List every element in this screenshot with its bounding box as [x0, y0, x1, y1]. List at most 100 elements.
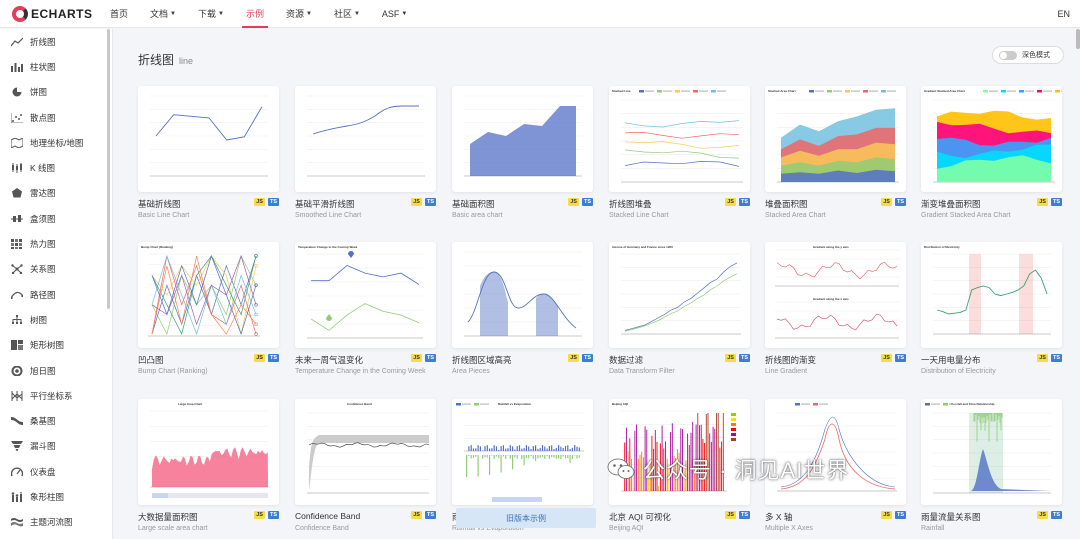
- example-thumbnail[interactable]: Stacked Area Chart: [765, 86, 906, 192]
- ts-badge[interactable]: TS: [894, 198, 906, 206]
- example-thumbnail[interactable]: Rainfall and Flow Relationship: [921, 399, 1062, 505]
- example-card[interactable]: Large Area Chart 大数据量面积图 JS TS Large scale a…: [138, 399, 279, 532]
- sidebar-item[interactable]: 路径图: [0, 282, 112, 307]
- example-card[interactable]: Stacked Area Chart 堆叠面积图 JS TS Stacked Area …: [765, 86, 906, 219]
- js-badge[interactable]: JS: [881, 511, 892, 519]
- sidebar-item[interactable]: 盒须图: [0, 206, 112, 231]
- sidebar-scrollbar[interactable]: [107, 29, 110, 309]
- example-card[interactable]: Gradient Stacked Area Chart 渐变堆叠面积图 JS TS Gr…: [921, 86, 1062, 219]
- ts-badge[interactable]: TS: [424, 198, 436, 206]
- example-thumbnail[interactable]: Rainfall vs Evaporation: [452, 399, 593, 505]
- nav-item[interactable]: 下载 ▼: [198, 0, 224, 28]
- ts-badge[interactable]: TS: [581, 198, 593, 206]
- nav-item[interactable]: 首页: [110, 0, 128, 28]
- example-thumbnail[interactable]: Gradient along the y axis Gradient along …: [765, 242, 906, 348]
- sidebar-item[interactable]: 漏斗图: [0, 434, 112, 459]
- language-switch[interactable]: EN: [1057, 9, 1070, 19]
- example-thumbnail[interactable]: [295, 86, 436, 192]
- js-badge[interactable]: JS: [411, 198, 422, 206]
- js-badge[interactable]: JS: [725, 354, 736, 362]
- example-card[interactable]: Distribution of Electricity 一天用电量分布 JS TS Di…: [921, 242, 1062, 375]
- echarts-logo[interactable]: ECHARTS: [12, 5, 102, 22]
- js-badge[interactable]: JS: [725, 511, 736, 519]
- example-card[interactable]: Stacked Line 折线图堆叠 JS TS Stacked Line Chart: [609, 86, 750, 219]
- js-badge[interactable]: JS: [568, 354, 579, 362]
- ts-badge[interactable]: TS: [1050, 511, 1062, 519]
- ts-badge[interactable]: TS: [424, 511, 436, 519]
- ts-badge[interactable]: TS: [581, 354, 593, 362]
- example-card[interactable]: 多 X 轴 JS TS Multiple X Axes: [765, 399, 906, 532]
- js-badge[interactable]: JS: [725, 198, 736, 206]
- example-card[interactable]: Beijing AQI 北京 AQI 可视化 JS TS Beijing AQI: [609, 399, 750, 532]
- sidebar-item[interactable]: 雷达图: [0, 181, 112, 206]
- example-thumbnail[interactable]: Income of Germany and France since 1950: [609, 242, 750, 348]
- js-badge[interactable]: JS: [254, 511, 265, 519]
- js-badge[interactable]: JS: [1037, 511, 1048, 519]
- example-card[interactable]: Temperature Change in the Coming Week 未来一…: [295, 242, 436, 375]
- js-badge[interactable]: JS: [881, 198, 892, 206]
- nav-item[interactable]: 社区 ▼: [334, 0, 360, 28]
- ts-badge[interactable]: TS: [1050, 354, 1062, 362]
- sidebar-item[interactable]: 主题河流图: [0, 510, 112, 535]
- main-scrollbar[interactable]: [1076, 29, 1080, 49]
- example-card[interactable]: 基础面积图 JS TS Basic area chart: [452, 86, 593, 219]
- ts-badge[interactable]: TS: [894, 511, 906, 519]
- sidebar-item[interactable]: 桑基图: [0, 408, 112, 433]
- sidebar-item[interactable]: 地理坐标/地图: [0, 130, 112, 155]
- sidebar-item[interactable]: 柱状图: [0, 54, 112, 79]
- sidebar-item[interactable]: 饼图: [0, 80, 112, 105]
- ts-badge[interactable]: TS: [267, 354, 279, 362]
- sidebar-item[interactable]: 仪表盘: [0, 459, 112, 484]
- example-thumbnail[interactable]: [452, 86, 593, 192]
- example-card[interactable]: 折线图区域高亮 JS TS Area Pieces: [452, 242, 593, 375]
- example-thumbnail[interactable]: Beijing AQI: [609, 399, 750, 505]
- example-thumbnail[interactable]: Confidence Band: [295, 399, 436, 505]
- example-card[interactable]: Income of Germany and France since 1950 数…: [609, 242, 750, 375]
- example-card[interactable]: Rainfall and Flow Relationship 雨量流量关系图 JS T…: [921, 399, 1062, 532]
- js-badge[interactable]: JS: [411, 511, 422, 519]
- js-badge[interactable]: JS: [1037, 198, 1048, 206]
- nav-item[interactable]: 文档 ▼: [150, 0, 176, 28]
- example-card[interactable]: Gradient along the y axis Gradient along …: [765, 242, 906, 375]
- nav-item[interactable]: 资源 ▼: [286, 0, 312, 28]
- js-badge[interactable]: JS: [568, 198, 579, 206]
- sidebar-item[interactable]: 散点图: [0, 105, 112, 130]
- sidebar-item[interactable]: 折线图: [0, 29, 112, 54]
- example-thumbnail[interactable]: Large Area Chart: [138, 399, 279, 505]
- js-badge[interactable]: JS: [411, 354, 422, 362]
- example-card[interactable]: 基础平滑折线图 JS TS Smoothed Line Chart: [295, 86, 436, 219]
- nav-item[interactable]: ASF ▼: [382, 0, 407, 28]
- example-thumbnail[interactable]: Bump Chart (Ranking): [138, 242, 279, 348]
- example-thumbnail[interactable]: Gradient Stacked Area Chart: [921, 86, 1062, 192]
- js-badge[interactable]: JS: [1037, 354, 1048, 362]
- ts-badge[interactable]: TS: [738, 354, 750, 362]
- example-card[interactable]: Bump Chart (Ranking) 凹凸图 JS TS Bump Chart (R…: [138, 242, 279, 375]
- old-examples-button[interactable]: 旧版本示例: [456, 508, 596, 528]
- ts-badge[interactable]: TS: [738, 511, 750, 519]
- ts-badge[interactable]: TS: [267, 198, 279, 206]
- example-thumbnail[interactable]: [138, 86, 279, 192]
- sidebar-item[interactable]: 象形柱图: [0, 484, 112, 509]
- js-badge[interactable]: JS: [881, 354, 892, 362]
- ts-badge[interactable]: TS: [1050, 198, 1062, 206]
- example-card[interactable]: Rainfall vs Evaporation雨量EvaJSTSRainfall…: [452, 399, 593, 532]
- sidebar-item[interactable]: 热力图: [0, 231, 112, 256]
- nav-item[interactable]: 示例: [241, 0, 268, 28]
- example-thumbnail[interactable]: Stacked Line: [609, 86, 750, 192]
- example-thumbnail[interactable]: [452, 242, 593, 348]
- ts-badge[interactable]: TS: [424, 354, 436, 362]
- js-badge[interactable]: JS: [254, 354, 265, 362]
- dark-mode-toggle[interactable]: 深色模式: [992, 46, 1064, 64]
- example-thumbnail[interactable]: [765, 399, 906, 505]
- js-badge[interactable]: JS: [254, 198, 265, 206]
- ts-badge[interactable]: TS: [894, 354, 906, 362]
- sidebar-item[interactable]: 矩形树图: [0, 333, 112, 358]
- sidebar-item[interactable]: 树图: [0, 307, 112, 332]
- example-thumbnail[interactable]: Temperature Change in the Coming Week: [295, 242, 436, 348]
- sidebar-item[interactable]: K 线图: [0, 155, 112, 180]
- sidebar-item[interactable]: 关系图: [0, 257, 112, 282]
- example-card[interactable]: 基础折线图 JS TS Basic Line Chart: [138, 86, 279, 219]
- ts-badge[interactable]: TS: [738, 198, 750, 206]
- ts-badge[interactable]: TS: [267, 511, 279, 519]
- example-thumbnail[interactable]: Distribution of Electricity: [921, 242, 1062, 348]
